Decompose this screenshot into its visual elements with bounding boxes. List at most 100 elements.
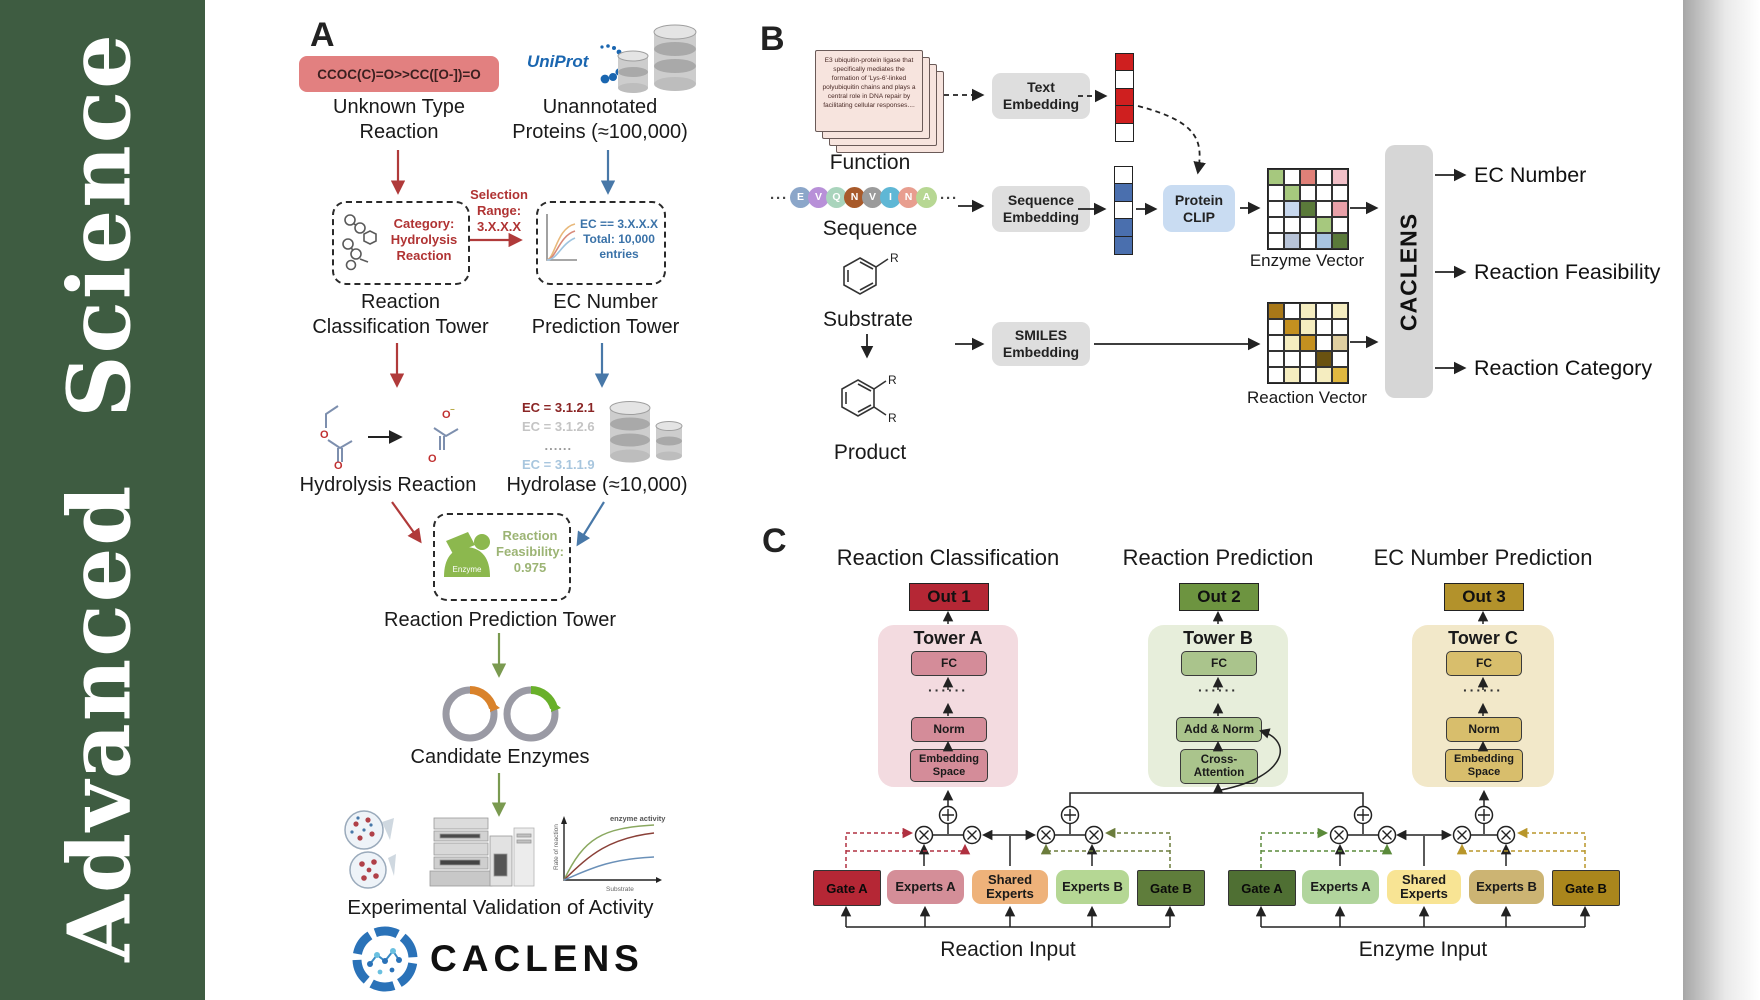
panel-b-label: B: [760, 20, 785, 58]
tower-b-fc: FC: [1181, 651, 1257, 676]
svg-text:R: R: [888, 411, 897, 425]
tower-a-dots: ······: [928, 682, 968, 698]
residue-E: E: [790, 187, 811, 208]
text-embedding-vector: [1115, 52, 1134, 142]
svg-text:−: −: [450, 405, 455, 414]
tower-b: Tower B FC ······ Add & Norm Cross- Atte…: [1148, 625, 1288, 787]
residue-V: V: [862, 187, 883, 208]
mini-curves-icon: [546, 214, 577, 261]
enzyme-vector-label: Enzyme Vector: [1249, 251, 1365, 270]
svg-text:R: R: [888, 373, 897, 387]
svg-text:O: O: [334, 460, 343, 470]
heading-reaction-prediction: Reaction Prediction: [1122, 545, 1314, 570]
tower-a: Tower A FC ······ Norm Embedding Space: [878, 625, 1018, 787]
svg-text:Enzyme: Enzyme: [453, 565, 482, 574]
unknown-reaction-label: Unknown Type Reaction: [333, 96, 465, 143]
residue-N: N: [844, 187, 865, 208]
feasibility-text: Reaction Feasibility: 0.975: [496, 528, 564, 575]
hydrolase-database-icon: [609, 401, 683, 463]
gate-a-reaction: Gate A: [813, 870, 881, 906]
tower-c-fc: FC: [1446, 651, 1522, 676]
substrate-label: Substrate: [823, 308, 913, 331]
smiles-embedding-box: SMILES Embedding: [992, 322, 1090, 366]
uniprot-logo: UniProt: [527, 52, 588, 72]
cell-assay-icon: [344, 810, 396, 889]
output-reaction-feasibility: Reaction Feasibility: [1474, 260, 1661, 284]
prediction-tower-label: Reaction Prediction Tower: [384, 609, 616, 631]
product-label: Product: [833, 441, 907, 464]
tower-a-norm: Norm: [911, 717, 987, 742]
reaction-vector-matrix: [1267, 302, 1349, 384]
plasmid-icons: [442, 686, 561, 742]
database-icon: [617, 24, 697, 93]
residue-Q: Q: [826, 187, 847, 208]
heading-ec-number-prediction: EC Number Prediction: [1373, 545, 1593, 570]
validation-label: Experimental Validation of Activity: [347, 896, 654, 919]
substrate-molecule: R: [843, 251, 899, 295]
hydrolysis-molecules-icon: O O O − O: [320, 405, 459, 470]
ec-filter-dashed-box: [536, 201, 666, 285]
function-card: E3 ubiquitin-protein ligase that specifi…: [815, 50, 923, 132]
sequence-embedding-box: Sequence Embedding: [992, 186, 1090, 232]
residue-I: I: [880, 187, 901, 208]
function-label: Function: [829, 151, 911, 174]
svg-text:O: O: [320, 429, 329, 441]
out1-box: Out 1: [909, 583, 989, 611]
sequence-embedding-vector: [1114, 165, 1133, 255]
ec-item: EC = 3.1.1.9: [522, 457, 595, 472]
reaction-smiles-box: CCOC(C)=O>>CC([O-])=O: [299, 56, 499, 92]
experts-b-enzyme: Experts B: [1469, 870, 1544, 904]
tower-c: Tower C FC ······ Norm Embedding Space: [1412, 625, 1554, 787]
svg-text:O: O: [442, 409, 451, 421]
activity-plot: enzyme activity Rate of reaction Substra…: [553, 814, 666, 893]
tower-b-add-norm: Add & Norm: [1176, 717, 1262, 742]
experts-a-enzyme: Experts A: [1302, 870, 1379, 904]
enzyme-vector-matrix: [1267, 168, 1349, 250]
residue-N: N: [898, 187, 919, 208]
shared-experts-enzyme: Shared Experts: [1387, 870, 1461, 904]
journal-banner: Advanced Science: [0, 0, 205, 1000]
tower-c-norm: Norm: [1446, 717, 1522, 742]
enzyme-icon: Enzyme: [444, 532, 490, 577]
svg-text:Substrate: Substrate: [606, 886, 634, 893]
ec-tower-label: EC Number Prediction Tower: [531, 291, 680, 338]
sequence-label: Sequence: [822, 217, 918, 240]
hydrolase-label: Hydrolase (≈10,000): [506, 474, 688, 496]
ec-item: EC = 3.1.2.1: [522, 400, 595, 415]
svg-text:Rate of reaction: Rate of reaction: [553, 824, 560, 870]
gate-b-enzyme: Gate B: [1552, 870, 1620, 906]
ec-filter-text: EC == 3.X.X.X Total: 10,000 entries: [579, 217, 659, 261]
gate-b-reaction: Gate B: [1137, 870, 1205, 906]
output-reaction-category: Reaction Category: [1474, 356, 1653, 380]
ec-item: EC = 3.1.2.6: [522, 419, 595, 434]
caclens-wordmark: CACLENS: [430, 938, 644, 979]
svg-text:O: O: [428, 453, 437, 465]
feasibility-dashed-box: [433, 513, 571, 601]
ec-result-list: EC = 3.1.2.1 EC = 3.1.2.6 ...... EC = 3.…: [522, 398, 595, 474]
uniprot-wordmark: UniProt: [527, 52, 589, 71]
reaction-input-label: Reaction Input: [940, 938, 1076, 961]
protein-clip-box: Protein CLIP: [1163, 185, 1235, 232]
molecules-icon: [342, 214, 377, 271]
tower-b-cross-attention: Cross- Attention: [1180, 749, 1258, 784]
unannotated-proteins-label: Unannotated Proteins (≈100,000): [512, 96, 688, 143]
ec-item: ......: [544, 438, 573, 453]
journal-title: Advanced Science: [49, 32, 151, 962]
hydrolysis-reaction-label: Hydrolysis Reaction: [299, 474, 477, 496]
sequence-ellipsis-right: ···: [940, 190, 958, 207]
gate-a-enzyme: Gate A: [1228, 870, 1296, 906]
panel-a-label: A: [310, 16, 335, 54]
heading-reaction-classification: Reaction Classification: [836, 545, 1060, 570]
residue-A: A: [916, 187, 937, 208]
candidate-enzymes-label: Candidate Enzymes: [410, 746, 590, 768]
out3-box: Out 3: [1444, 583, 1524, 611]
experts-a-reaction: Experts A: [887, 870, 964, 904]
tower-c-dots: ······: [1463, 682, 1503, 698]
sequence-ellipsis-left: ···: [770, 190, 788, 207]
output-ec-number: EC Number: [1474, 163, 1587, 187]
svg-text:enzyme activity: enzyme activity: [610, 814, 666, 823]
svg-text:R: R: [890, 251, 899, 265]
panel-c-label: C: [762, 522, 787, 560]
function-card-text: E3 ubiquitin-protein ligase that specifi…: [822, 57, 916, 109]
